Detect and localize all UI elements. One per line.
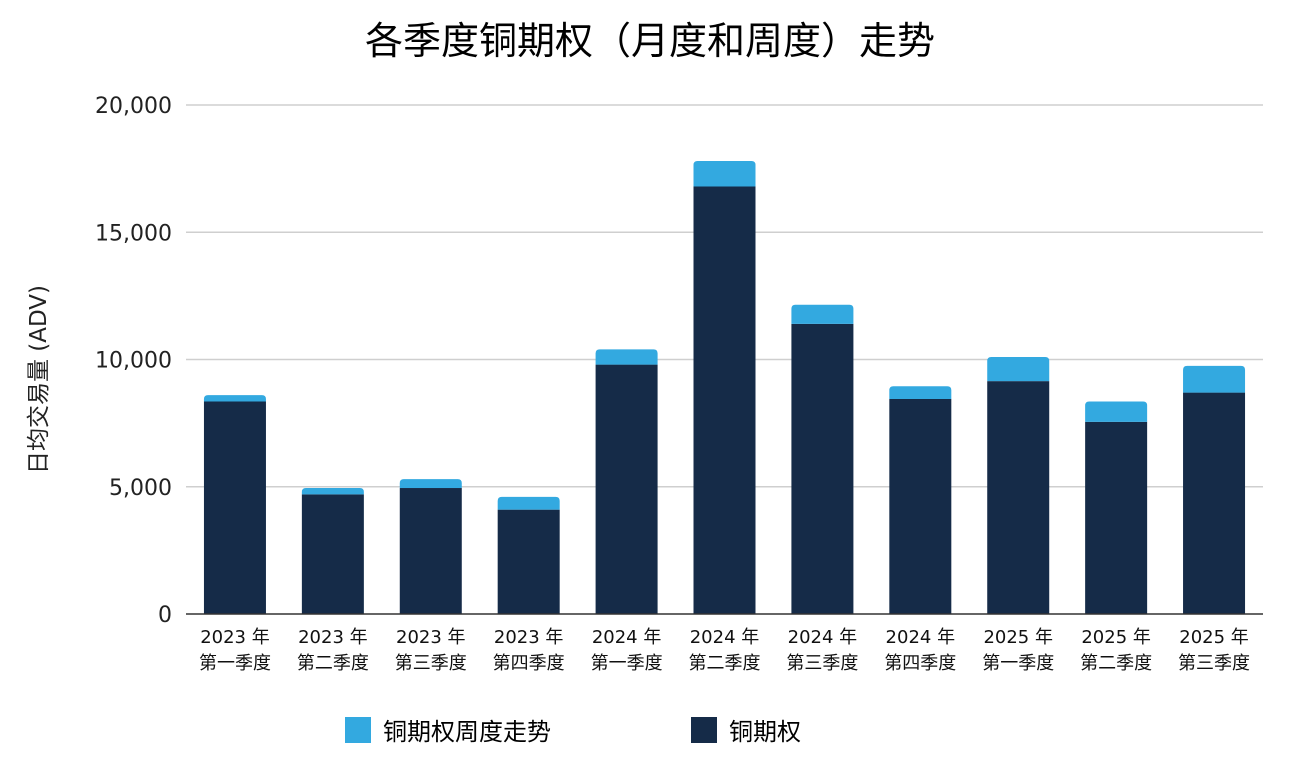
x-tick-label: 第二季度 (297, 653, 369, 674)
bar-copper-options-2 (399, 488, 462, 614)
x-tick-label: 第二季度 (1080, 653, 1152, 674)
bar-copper-options-4 (595, 364, 658, 614)
legend-item: 铜期权周度走势 (345, 712, 551, 747)
bar-copper-options-5 (693, 186, 756, 614)
y-tick-label: 5,000 (109, 476, 172, 501)
x-tick-label: 2025 年 (1081, 627, 1151, 648)
bar-copper-options-6 (791, 323, 854, 614)
x-tick-label: 2024 年 (788, 627, 858, 648)
bar-copper-weekly-10 (1183, 365, 1246, 393)
legend-label: 铜期权周度走势 (383, 718, 551, 746)
bar-copper-weekly-3 (497, 496, 560, 510)
y-tick-label: 10,000 (95, 349, 172, 374)
bar-copper-options-1 (301, 494, 364, 614)
x-tick-label: 2025 年 (983, 627, 1053, 648)
bar-copper-weekly-8 (987, 356, 1050, 382)
bar-copper-weekly-4 (595, 349, 658, 365)
x-tick-label: 2024 年 (690, 627, 760, 648)
legend-item: 铜期权 (691, 712, 801, 747)
x-tick-label: 第三季度 (395, 653, 467, 674)
y-tick-label: 15,000 (95, 221, 172, 246)
bar-copper-weekly-2 (399, 479, 462, 489)
bar-copper-options-0 (203, 401, 266, 614)
y-tick-label: 0 (158, 603, 172, 628)
bar-copper-weekly-6 (791, 304, 854, 324)
x-tick-label: 2024 年 (592, 627, 662, 648)
bar-copper-weekly-1 (301, 488, 364, 495)
x-tick-label: 2025 年 (1179, 627, 1249, 648)
bar-copper-options-9 (1085, 421, 1148, 614)
bar-copper-options-3 (497, 509, 560, 614)
bar-copper-options-7 (889, 398, 952, 614)
x-tick-label: 第一季度 (199, 653, 271, 674)
bar-copper-weekly-5 (693, 160, 756, 187)
legend-swatch (691, 716, 717, 743)
legend-label: 铜期权 (729, 718, 801, 746)
x-tick-label: 第一季度 (982, 653, 1054, 674)
y-tick-label: 20,000 (95, 94, 172, 119)
x-tick-label: 第三季度 (1178, 653, 1250, 674)
x-tick-label: 第二季度 (689, 653, 761, 674)
y-axis-label: 日均交易量 (ADV) (26, 285, 52, 474)
x-tick-label: 2023 年 (494, 627, 564, 648)
bar-copper-weekly-0 (203, 395, 266, 402)
bar-copper-weekly-9 (1085, 401, 1148, 422)
x-tick-label: 2023 年 (298, 627, 368, 648)
chart-legend: 铜期权周度走势 铜期权 (345, 712, 941, 747)
bar-copper-weekly-7 (889, 386, 952, 399)
x-tick-label: 第三季度 (786, 653, 858, 674)
x-tick-label: 2023 年 (200, 627, 270, 648)
legend-swatch (345, 716, 371, 743)
x-tick-label: 2023 年 (396, 627, 466, 648)
x-tick-label: 第一季度 (591, 653, 663, 674)
x-tick-label: 2024 年 (886, 627, 956, 648)
bar-copper-options-8 (987, 381, 1050, 614)
x-tick-label: 第四季度 (884, 653, 956, 674)
bar-copper-options-10 (1183, 392, 1246, 614)
chart-title: 各季度铜期权（月度和周度）走势 (364, 19, 935, 63)
x-tick-label: 第四季度 (493, 653, 565, 674)
